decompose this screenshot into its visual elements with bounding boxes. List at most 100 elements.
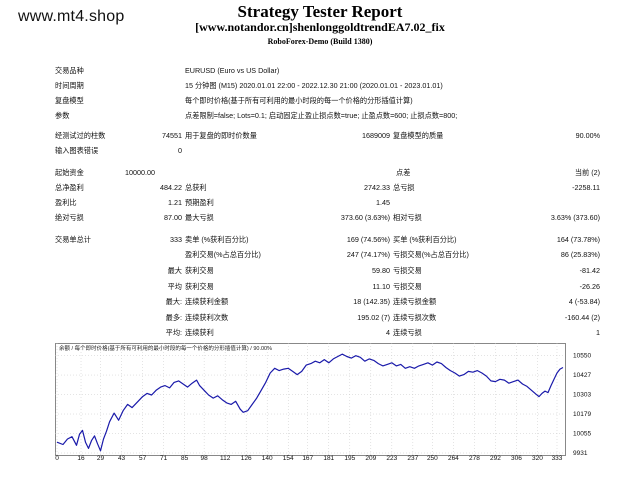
x-tick-label: 237 xyxy=(407,455,418,460)
avg-consecutive-losses-value: 1 xyxy=(596,328,600,337)
max-consecutive-wins-label: 连续获利金额 xyxy=(185,297,229,306)
average-loss-value: -26.26 xyxy=(579,282,600,291)
period-label: 时间周期 xyxy=(55,81,84,90)
y-tick-label: 10550 xyxy=(573,353,591,360)
avg-consecutive-wins-label: 连续获利 xyxy=(185,328,214,337)
report-title: Strategy Tester Report xyxy=(237,2,403,21)
x-tick-label: 195 xyxy=(344,455,355,460)
x-tick-label: 292 xyxy=(490,455,501,460)
long-positions-value: 164 (73.78%) xyxy=(556,235,600,244)
x-tick-label: 278 xyxy=(469,455,480,460)
short-positions-label: 卖单 (%获利百分比) xyxy=(185,235,249,244)
profit-factor-value: 1.21 xyxy=(168,198,182,207)
y-tick-label: 9931 xyxy=(573,450,588,457)
balance-chart-svg: 余额 / 每个即时价格(基于所有可利用的最小时段的每一个价格的分形插值计算) /… xyxy=(55,343,591,460)
largest-loss-label: 亏损交易 xyxy=(393,266,422,275)
x-tick-label: 223 xyxy=(386,455,397,460)
x-tick-label: 126 xyxy=(241,455,252,460)
max-drawdown-value: 373.60 (3.63%) xyxy=(340,213,390,222)
x-tick-label: 306 xyxy=(511,455,522,460)
x-tick-label: 85 xyxy=(181,455,189,460)
x-tick-label: 0 xyxy=(55,455,59,460)
x-tick-label: 43 xyxy=(118,455,126,460)
max-consecutive-profit-value: 195.02 (7) xyxy=(357,313,390,322)
gross-profit-value: 2742.33 xyxy=(364,183,390,192)
bars-value: 74551 xyxy=(162,131,182,140)
server-build: RoboForex-Demo (Build 1380) xyxy=(267,37,373,46)
max-consecutive-wins-value: 18 (142.35) xyxy=(353,297,390,306)
chart-axes: 0 16 29 43 57 71 85 98 112 126 140 154 167 181 195 209 2… xyxy=(55,353,591,460)
params-value: 点差限制=false; Lots=0.1; 启动固定止盈止损点数=true; 止… xyxy=(185,111,458,120)
average-profit-value: 11.10 xyxy=(372,282,390,291)
gross-loss-value: -2258.11 xyxy=(572,183,600,192)
ticks-label: 用于复盘的即时价数量 xyxy=(185,131,257,140)
loss-trades-label: 亏损交易(%占总百分比) xyxy=(393,250,469,259)
x-tick-label: 98 xyxy=(201,455,209,460)
period-value: 15 分钟图 (M15) 2020.01.01 22:00 - 2022.12.… xyxy=(185,81,443,90)
net-profit-label: 总净盈利 xyxy=(55,183,84,192)
max-consecutive-loss-label: 连续亏损次数 xyxy=(393,313,437,322)
watermark: www.mt4.shop xyxy=(18,8,125,25)
x-tick-label: 167 xyxy=(302,455,313,460)
average-consecutive-prefix: 平均: xyxy=(165,328,182,337)
y-tick-label: 10055 xyxy=(573,431,591,438)
spread-label: 点差 xyxy=(396,168,411,177)
balance-chart: 余额 / 每个即时价格(基于所有可利用的最小时段的每一个价格的分形插值计算) /… xyxy=(55,343,603,460)
avg-consecutive-wins-value: 4 xyxy=(386,328,390,337)
ticks-value: 1689009 xyxy=(362,131,390,140)
x-tick-label: 112 xyxy=(220,455,231,460)
gross-loss-label: 总亏损 xyxy=(393,183,415,192)
x-tick-label: 209 xyxy=(365,455,376,460)
x-tick-label: 140 xyxy=(262,455,273,460)
profit-trades-value: 247 (74.17%) xyxy=(346,250,390,259)
relative-drawdown-value: 3.63% (373.60) xyxy=(550,213,600,222)
maximal-prefix: 最多: xyxy=(165,313,182,322)
profit-trades-label: 盈利交易(%占总百分比) xyxy=(185,250,261,259)
absolute-drawdown-label: 绝对亏损 xyxy=(55,213,84,222)
total-trades-value: 333 xyxy=(170,235,182,244)
params-label: 参数 xyxy=(55,111,70,120)
largest-profit-value: 59.80 xyxy=(372,266,390,275)
x-tick-label: 333 xyxy=(552,455,563,460)
quality-value: 90.00% xyxy=(575,131,600,140)
spread-value: 当前 (2) xyxy=(574,168,600,177)
maximum-prefix: 最大: xyxy=(165,297,182,306)
chart-plot-frame xyxy=(55,343,566,456)
max-consecutive-losses-label: 连续亏损金额 xyxy=(393,297,437,306)
net-profit-value: 484.22 xyxy=(160,183,182,192)
x-tick-label: 57 xyxy=(139,455,147,460)
x-tick-label: 181 xyxy=(323,455,334,460)
average-profit-label: 获利交易 xyxy=(185,282,214,291)
chart-grid xyxy=(55,343,565,455)
symbol-value: EURUSD (Euro vs US Dollar) xyxy=(185,66,280,75)
largest-profit-label: 获利交易 xyxy=(185,266,214,275)
average-prefix: 平均 xyxy=(167,282,182,291)
absolute-drawdown-value: 87.00 xyxy=(164,213,182,222)
chart-legend: 余额 / 每个即时价格(基于所有可利用的最小时段的每一个价格的分形插值计算) /… xyxy=(59,344,272,352)
chart-series-layer xyxy=(56,353,564,452)
deposit-label: 起始资金 xyxy=(55,168,84,177)
long-positions-label: 买单 (%获利百分比) xyxy=(393,235,457,244)
gross-profit-label: 总获利 xyxy=(185,183,207,192)
total-trades-label: 交易单总计 xyxy=(55,235,91,244)
loss-trades-value: 86 (25.83%) xyxy=(560,250,600,259)
profit-factor-label: 盈利比 xyxy=(55,198,77,207)
bars-label: 经测试过的柱数 xyxy=(55,131,106,140)
largest-loss-value: -81.42 xyxy=(579,266,600,275)
max-consecutive-losses-value: 4 (-53.84) xyxy=(568,297,600,306)
short-positions-value: 169 (74.56%) xyxy=(346,235,390,244)
deposit-value: 10000.00 xyxy=(125,168,155,177)
model-value: 每个即时价格(基于所有可利用的最小时段的每一个价格的分形插值计算) xyxy=(185,96,413,105)
largest-prefix: 最大 xyxy=(167,266,182,275)
x-tick-label: 29 xyxy=(97,455,105,460)
expert-name: [www.notandor.cn]shenlonggoldtrendEA7.02… xyxy=(195,20,445,34)
quality-label: 复盘模型的质量 xyxy=(393,131,444,140)
max-consecutive-loss-value: -160.44 (2) xyxy=(564,313,600,322)
y-tick-label: 10179 xyxy=(573,411,591,418)
expected-payoff-value: 1.45 xyxy=(376,198,390,207)
errors-label: 输入图表错误 xyxy=(55,146,99,155)
avg-consecutive-losses-label: 连续亏损 xyxy=(393,328,422,337)
x-tick-label: 71 xyxy=(160,455,168,460)
model-label: 复盘模型 xyxy=(55,96,84,105)
x-tick-label: 16 xyxy=(77,455,85,460)
